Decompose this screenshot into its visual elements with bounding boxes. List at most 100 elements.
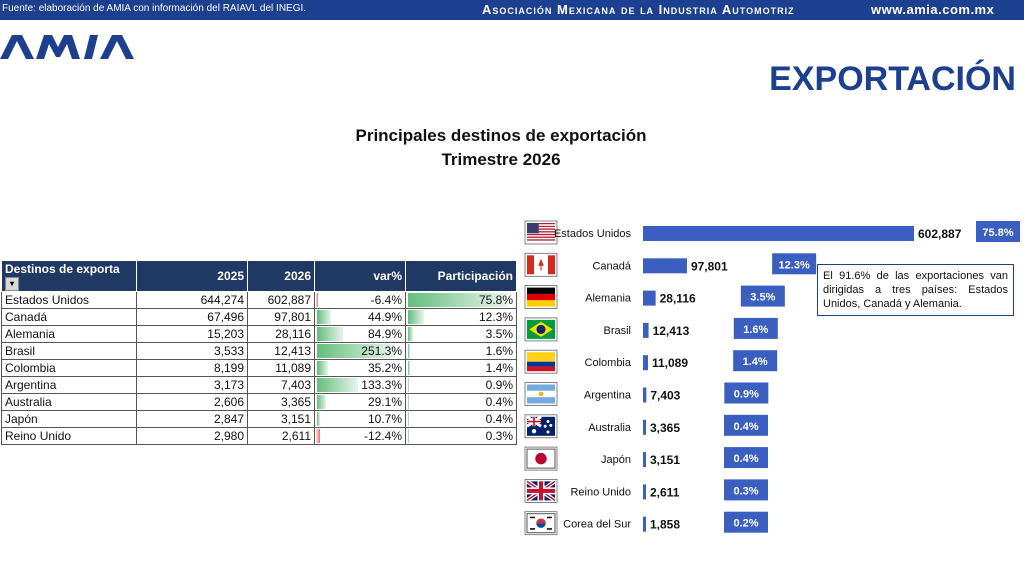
cell-destination-text: Estados Unidos bbox=[5, 292, 90, 307]
cell-2026-text: 3,151 bbox=[280, 411, 311, 426]
cell-share-text: 3.5% bbox=[485, 326, 513, 341]
cell-2025-text: 2,606 bbox=[213, 394, 244, 409]
cell-2026: 602,887 bbox=[247, 290, 315, 309]
share-box bbox=[976, 221, 1020, 242]
bar bbox=[643, 387, 647, 403]
table-row: Colombia 8,199 11,089 35.2% 1.4% bbox=[1, 358, 517, 377]
chart-title: Principales destinos de exportación bbox=[355, 126, 647, 145]
value-label: 1,858 bbox=[650, 518, 680, 532]
cell-2025: 3,533 bbox=[136, 341, 248, 360]
argentina-flag-icon bbox=[527, 384, 555, 404]
var-databar bbox=[317, 343, 395, 358]
website-link[interactable]: www.amia.com.mx bbox=[871, 2, 995, 17]
cell-share-text: 0.4% bbox=[485, 411, 513, 426]
category-label: Alemania bbox=[585, 293, 632, 305]
cell-2026: 11,089 bbox=[247, 358, 315, 377]
cell-share: 0.9% bbox=[405, 375, 517, 394]
category-label: Colombia bbox=[585, 357, 632, 369]
flag-frame bbox=[524, 511, 558, 536]
cell-share: 0.4% bbox=[405, 392, 517, 411]
cell-var: 251.3% bbox=[314, 341, 406, 360]
cell-share: 0.4% bbox=[405, 409, 517, 428]
share-box bbox=[733, 350, 778, 372]
value-label: 3,365 bbox=[650, 421, 680, 435]
var-databar bbox=[317, 377, 359, 392]
table-row: Canadá 67,496 97,801 44.9% 12.3% bbox=[1, 307, 517, 326]
flag-frame bbox=[524, 478, 558, 503]
cell-destination: Alemania bbox=[1, 324, 137, 343]
cell-2026-text: 3,365 bbox=[280, 394, 311, 409]
share-label: 12.3% bbox=[779, 259, 810, 271]
value-label: 11,089 bbox=[652, 356, 688, 370]
category-label: Canadá bbox=[592, 260, 631, 272]
flag-frame bbox=[524, 317, 558, 342]
bar bbox=[643, 322, 649, 338]
cell-var-text: -12.4% bbox=[363, 428, 402, 443]
category-label: Australia bbox=[588, 422, 632, 434]
filter-icon[interactable]: ▾ bbox=[5, 276, 19, 291]
table-row: Alemania 15,203 28,116 84.9% 3.5% bbox=[1, 324, 517, 343]
cell-destination-text: Alemania bbox=[5, 326, 56, 341]
summary-note: El 91.6% de las exportaciones van dirigi… bbox=[817, 264, 1014, 316]
header-2026: 2026 bbox=[247, 260, 315, 292]
cell-share-text: 0.9% bbox=[485, 377, 513, 392]
cell-destination-text: Argentina bbox=[5, 377, 57, 392]
share-label: 3.5% bbox=[750, 292, 775, 304]
share-databar bbox=[408, 411, 409, 426]
bar bbox=[643, 258, 687, 274]
germany-flag-icon bbox=[527, 287, 555, 307]
var-databar bbox=[317, 411, 321, 426]
cell-share-text: 75.8% bbox=[478, 292, 513, 307]
japan-flag-icon bbox=[526, 448, 556, 469]
value-label: 7,403 bbox=[650, 389, 680, 403]
cell-share: 75.8% bbox=[405, 290, 517, 309]
cell-2026: 97,801 bbox=[247, 307, 315, 326]
section-title: EXPORTACIÓN bbox=[769, 60, 1016, 98]
cell-var-text: 29.1% bbox=[367, 394, 402, 409]
share-label: 0.3% bbox=[733, 485, 758, 497]
cell-2026: 3,365 bbox=[247, 392, 315, 411]
cell-2025-text: 8,199 bbox=[213, 360, 244, 375]
cell-2025-text: 644,274 bbox=[200, 292, 244, 307]
cell-destination: Argentina bbox=[1, 375, 137, 394]
flag-frame bbox=[524, 382, 558, 406]
cell-2025: 644,274 bbox=[136, 290, 248, 309]
canada-flag-icon bbox=[527, 255, 555, 275]
cell-2026-text: 2,611 bbox=[281, 428, 311, 443]
brazil-flag-icon bbox=[527, 319, 555, 339]
share-label: 0.4% bbox=[733, 421, 758, 433]
share-label: 75.8% bbox=[982, 227, 1013, 239]
share-label: 0.4% bbox=[733, 453, 758, 465]
cell-2025-text: 3,173 bbox=[213, 377, 244, 392]
cell-2026-text: 7,403 bbox=[280, 377, 311, 392]
share-databar bbox=[408, 377, 410, 392]
share-label: 0.9% bbox=[734, 389, 759, 401]
value-label: 3,151 bbox=[650, 453, 680, 467]
category-label: Reino Unido bbox=[570, 486, 631, 498]
cell-var: 44.9% bbox=[314, 307, 406, 326]
cell-var-text: 35.2% bbox=[367, 360, 402, 375]
cell-2025: 2,847 bbox=[136, 409, 248, 428]
flag-frame bbox=[524, 285, 558, 310]
cell-share-text: 0.4% bbox=[485, 394, 513, 409]
cell-destination: Australia bbox=[1, 392, 137, 411]
cell-2025: 2,606 bbox=[136, 392, 248, 411]
category-label: Japón bbox=[601, 454, 631, 466]
cell-destination: Brasil bbox=[1, 341, 137, 360]
category-label: Corea del Sur bbox=[563, 519, 631, 531]
header-var: var% bbox=[314, 260, 406, 292]
share-databar bbox=[408, 343, 411, 358]
share-label: 1.6% bbox=[743, 324, 768, 336]
table-header-row: Destinos de exportación▾ 2025 2026 var% … bbox=[1, 260, 517, 292]
flag-frame bbox=[524, 349, 558, 374]
var-databar bbox=[317, 394, 327, 409]
cell-2025-text: 2,847 bbox=[213, 411, 244, 426]
flag-frame bbox=[524, 414, 558, 439]
value-label: 2,611 bbox=[650, 485, 680, 499]
cell-2025: 8,199 bbox=[136, 358, 248, 377]
share-databar bbox=[408, 309, 425, 324]
cell-share: 3.5% bbox=[405, 324, 517, 343]
header-share: Participación bbox=[405, 260, 517, 292]
header-destinations[interactable]: Destinos de exportación▾ bbox=[1, 260, 137, 292]
cell-destination: Colombia bbox=[1, 358, 137, 377]
